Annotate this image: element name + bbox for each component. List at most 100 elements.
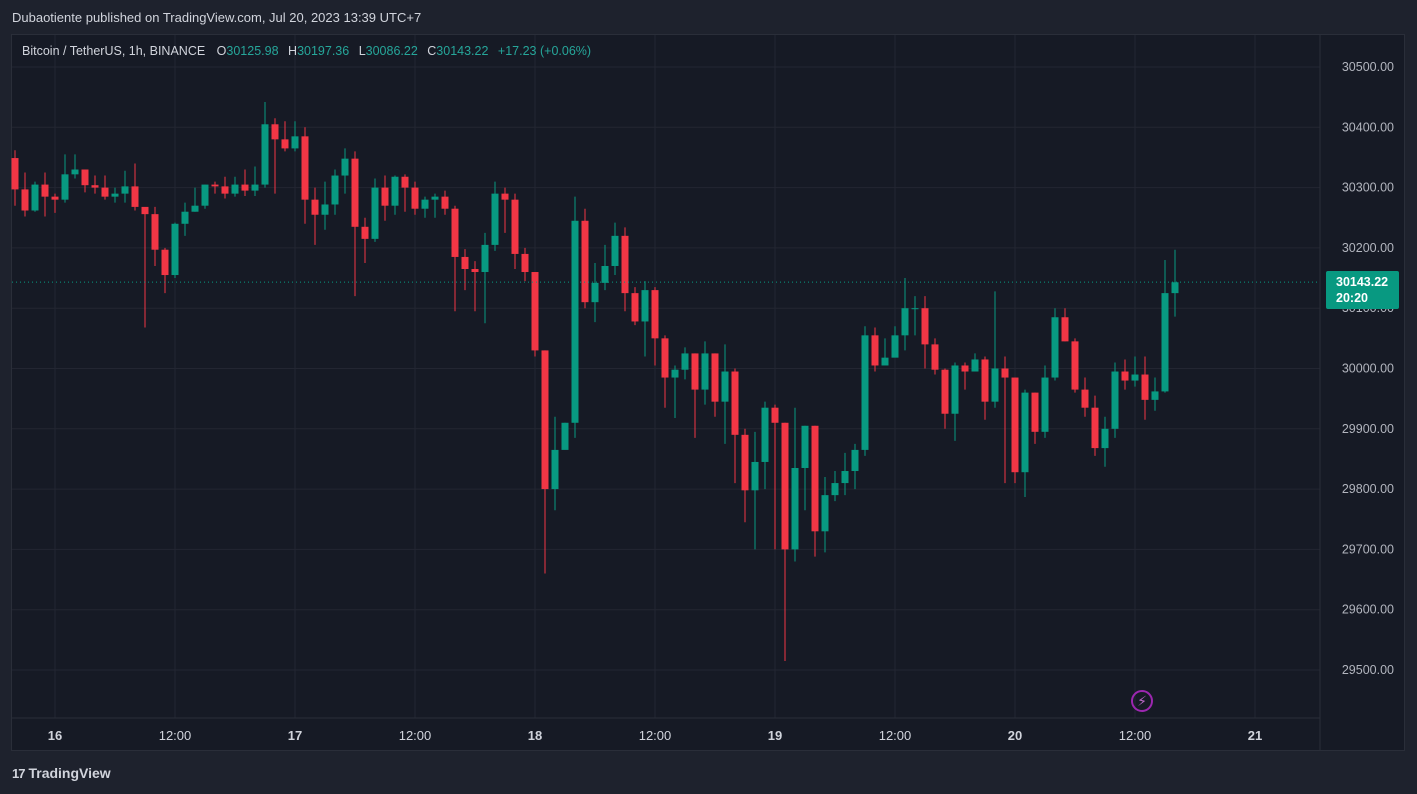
candle-body [311, 199, 319, 215]
low-value: 30086.22 [365, 44, 418, 58]
candle-body [151, 214, 159, 250]
candle-body [441, 196, 449, 209]
candle-body [101, 187, 109, 197]
candle-body [981, 359, 989, 402]
symbol-title[interactable]: Bitcoin / TetherUS, 1h, BINANCE [22, 44, 206, 58]
y-tick-label: 29800.00 [1342, 482, 1394, 496]
top-bar: Dubaotiente published on TradingView.com… [0, 0, 1417, 34]
candle-body [751, 461, 759, 491]
candle-body [81, 169, 89, 186]
candle-body [1111, 371, 1119, 429]
candle-body [1101, 428, 1109, 449]
candle-body [761, 407, 769, 462]
candle-body [141, 206, 149, 215]
candle-body [1141, 374, 1149, 400]
candle-body [241, 184, 249, 191]
candle-body [1161, 293, 1169, 392]
brand-name: TradingView [28, 765, 111, 781]
candle-body [961, 365, 969, 372]
last-price: 30143.22 [1336, 275, 1389, 289]
y-tick-label: 30300.00 [1342, 181, 1394, 195]
high-value: 30197.36 [297, 44, 350, 58]
candle-body [111, 193, 119, 197]
x-tick-label: 19 [768, 728, 782, 743]
y-tick-label: 29600.00 [1342, 603, 1394, 617]
candle-body [1051, 317, 1059, 378]
candle-body [841, 471, 849, 484]
candle-body [581, 220, 589, 303]
candle-body [501, 193, 509, 200]
candle-body [1041, 377, 1049, 432]
candle-body [681, 353, 689, 370]
candle-body [571, 220, 579, 423]
chart-pane[interactable] [11, 34, 1405, 751]
candle-body [131, 186, 139, 207]
x-tick-label: 12:00 [159, 728, 192, 743]
lightning-icon[interactable]: ⚡ [1131, 690, 1153, 712]
x-tick-label: 18 [528, 728, 542, 743]
candle-body [201, 184, 209, 206]
y-tick-label: 29700.00 [1342, 542, 1394, 556]
bar-countdown: 20:20 [1336, 291, 1368, 305]
candle-body [531, 272, 539, 351]
candle-body [791, 467, 799, 550]
candle-body [621, 235, 629, 294]
candle-body [181, 211, 189, 224]
candle-body [391, 176, 399, 206]
candle-body [711, 353, 719, 402]
candle-body [481, 244, 489, 273]
candle-body [911, 308, 919, 310]
candle-body [51, 196, 59, 200]
last-price-tag: 30143.22 20:20 [1326, 271, 1399, 309]
candle-body [771, 407, 779, 423]
candle-body [811, 425, 819, 532]
candle-body [31, 184, 39, 211]
candle-body [881, 357, 889, 366]
candle-body [291, 136, 299, 149]
x-tick-label: 12:00 [879, 728, 912, 743]
candle-body [421, 199, 429, 209]
candle-body [381, 187, 389, 206]
candle-body [231, 184, 239, 194]
close-label: C [427, 44, 437, 58]
candle-body [931, 344, 939, 370]
x-tick-label: 16 [48, 728, 62, 743]
candle-body [1171, 282, 1179, 294]
candle-body [941, 369, 949, 414]
candle-body [471, 269, 479, 273]
candle-body [71, 169, 79, 175]
candle-body [171, 223, 179, 276]
candle-body [121, 186, 129, 194]
candle-body [1071, 341, 1079, 390]
candle-body [461, 256, 469, 270]
published-info: Dubaotiente published on TradingView.com… [12, 10, 422, 25]
candle-body [851, 449, 859, 472]
candle-body [731, 371, 739, 435]
x-tick-label: 12:00 [1119, 728, 1152, 743]
candle-body [221, 186, 229, 194]
candle-body [401, 176, 409, 188]
candle-body [1081, 389, 1089, 408]
candle-body [741, 434, 749, 491]
candle-body [951, 365, 959, 414]
candle-body [901, 308, 909, 336]
candle-body [551, 449, 559, 490]
tradingview-logo[interactable]: 17 TradingView [12, 765, 111, 781]
x-tick-label: 12:00 [399, 728, 432, 743]
candle-body [261, 124, 269, 185]
candle-body [631, 293, 639, 322]
candle-body [301, 136, 309, 200]
candle-body [1091, 407, 1099, 449]
high-label: H [288, 44, 298, 58]
y-tick-label: 30000.00 [1342, 362, 1394, 376]
ohlc-legend: Bitcoin / TetherUS, 1h, BINANCE O30125.9… [22, 44, 591, 58]
open-label: O [216, 44, 227, 58]
candle-body [921, 308, 929, 345]
candle-body [281, 139, 289, 149]
candle-body [1151, 391, 1159, 400]
candle-body [371, 187, 379, 239]
candle-body [161, 249, 169, 276]
open-value: 30125.98 [226, 44, 279, 58]
close-value: 30143.22 [436, 44, 489, 58]
